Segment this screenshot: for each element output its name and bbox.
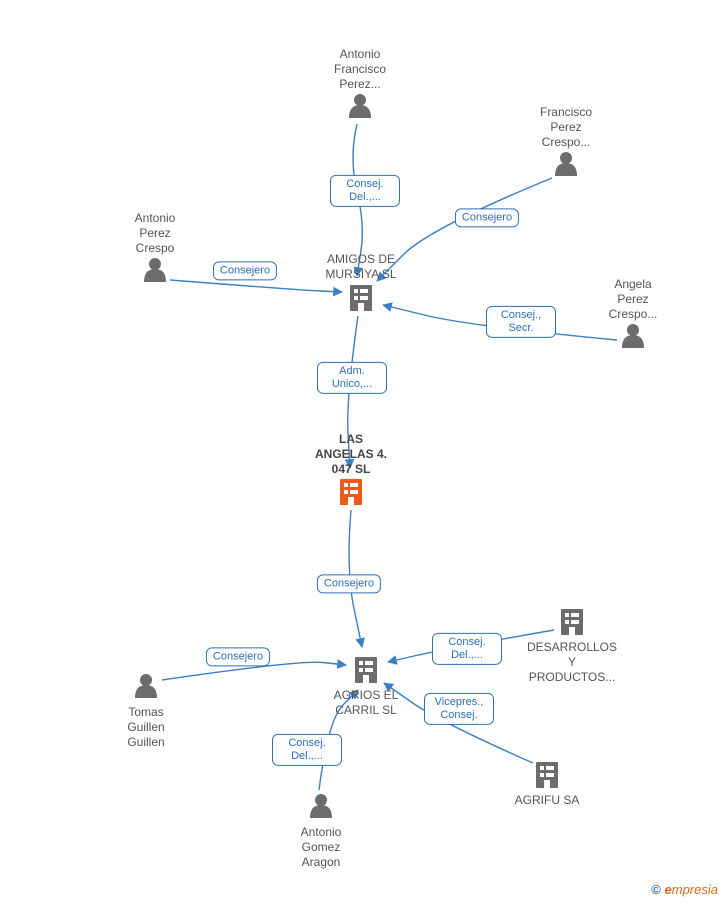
diagram-canvas [0,0,728,905]
building-icon[interactable] [355,657,377,683]
copyright-symbol: © [651,882,661,897]
building-icon[interactable] [536,762,558,788]
brand: empresia [665,882,718,897]
person-icon[interactable] [310,794,332,818]
edge-label: Consejero [206,647,270,666]
building-icon[interactable] [340,479,362,505]
edge-label: Consej.Del.,... [272,734,342,766]
person-icon[interactable] [349,94,371,118]
edge-label: Consejero [455,208,519,227]
edge [377,178,552,281]
edge-label: Consejero [213,261,277,280]
edge-label: Consej.,Secr. [486,306,556,338]
person-icon[interactable] [144,258,166,282]
edge-label: Adm.Unico,... [317,362,387,394]
edge [170,280,342,292]
person-icon[interactable] [555,152,577,176]
building-icon[interactable] [561,609,583,635]
copyright: © empresia [651,882,718,897]
edge-label: Vicepres.,Consej. [424,693,494,725]
person-icon[interactable] [135,674,157,698]
building-icon[interactable] [350,285,372,311]
edge-label: Consejero [317,574,381,593]
edge-label: Consej.Del.,... [432,633,502,665]
edge-label: Consej.Del.,... [330,175,400,207]
person-icon[interactable] [622,324,644,348]
